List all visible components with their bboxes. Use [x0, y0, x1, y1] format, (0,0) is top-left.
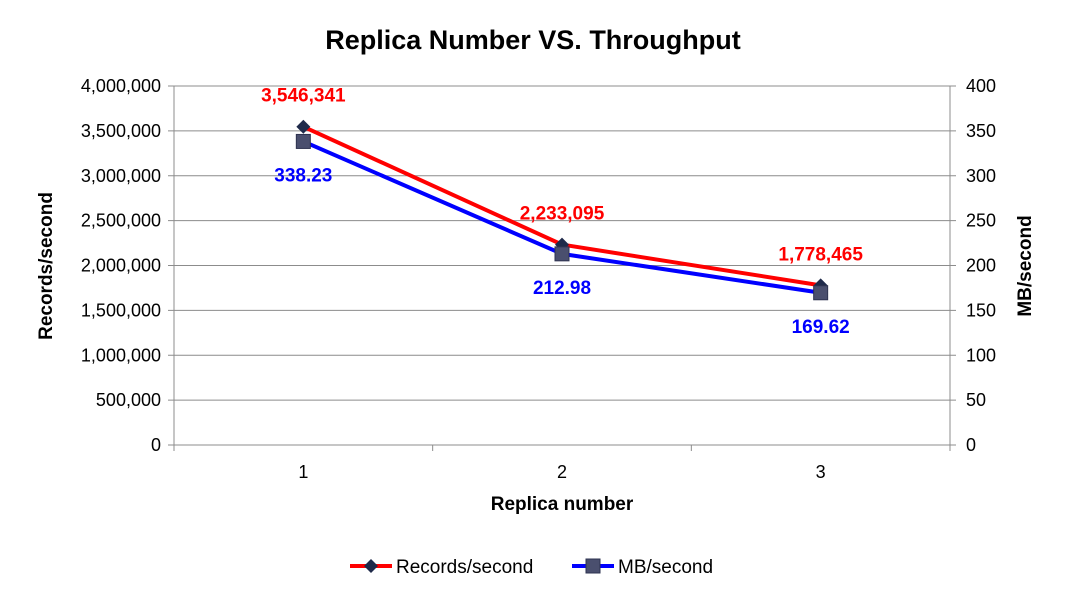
data-label: 1,778,465	[778, 244, 863, 265]
y2-tick-label: 50	[966, 390, 986, 410]
data-label: 3,546,341	[261, 86, 346, 107]
y-tick-label: 2,000,000	[81, 256, 161, 276]
legend-swatch-marker	[364, 559, 378, 573]
y-tick-label: 1,000,000	[81, 345, 161, 365]
chart-title: Replica Number VS. Throughput	[325, 25, 741, 55]
y2-axis-title: MB/second	[1015, 215, 1036, 316]
data-point-marker	[295, 133, 311, 149]
series	[295, 119, 829, 301]
data-label: 169.62	[792, 317, 850, 338]
y2-tick-label: 150	[966, 300, 996, 320]
legend: Records/second MB/second	[350, 557, 713, 578]
y-axis-title: Records/second	[36, 192, 57, 340]
legend-item-mb: MB/second	[572, 557, 713, 578]
y2-tick-label: 250	[966, 211, 996, 231]
data-label: 338.23	[274, 165, 332, 186]
legend-label: Records/second	[396, 557, 533, 578]
data-point-marker	[554, 246, 570, 262]
x-axis-title: Replica number	[491, 494, 634, 515]
y2-tick-label: 200	[966, 256, 996, 276]
axes: 0 0 500,000 50 1,000,000 100 1,500,000 150 2,000…	[81, 76, 996, 482]
data-point-marker	[296, 119, 311, 134]
data-labels: 3,546,341 2,233,095 1,778,465 338.23 212.98 1…	[261, 86, 863, 338]
x-tick-label: 2	[557, 462, 567, 482]
y2-tick-label: 100	[966, 345, 996, 365]
y2-tick-label: 300	[966, 166, 996, 186]
legend-item-records: Records/second	[350, 557, 533, 578]
y-tick-label: 3,000,000	[81, 166, 161, 186]
x-tick-label: 1	[298, 462, 308, 482]
legend-label: MB/second	[618, 557, 713, 578]
x-tick-label: 3	[816, 462, 826, 482]
y-tick-label: 2,500,000	[81, 211, 161, 231]
y2-tick-label: 0	[966, 435, 976, 455]
y2-tick-label: 350	[966, 121, 996, 141]
legend-swatch-marker	[585, 558, 601, 574]
data-point-marker	[813, 285, 829, 301]
y-tick-label: 3,500,000	[81, 121, 161, 141]
y-tick-label: 1,500,000	[81, 300, 161, 320]
y2-tick-label: 400	[966, 76, 996, 96]
y-tick-label: 4,000,000	[81, 76, 161, 96]
y-tick-label: 500,000	[96, 390, 161, 410]
data-label: 2,233,095	[520, 204, 605, 225]
data-label: 212.98	[533, 278, 591, 299]
y-tick-label: 0	[151, 435, 161, 455]
